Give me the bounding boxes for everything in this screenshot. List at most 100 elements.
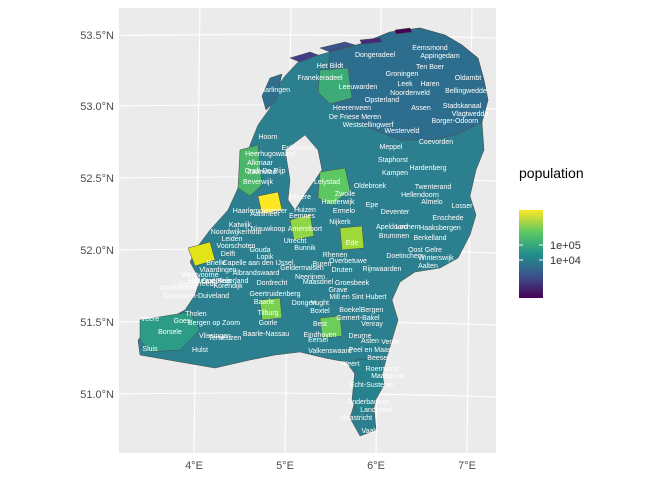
municipality-label: Heerhugowaard: [245, 151, 295, 158]
amsterdam-yellow: [257, 191, 283, 215]
municipality-label: Buren: [313, 261, 332, 268]
municipality-label: Ermelo: [333, 208, 355, 215]
municipality-label: Enschede: [432, 215, 463, 222]
municipality-label: De Friese Meren: [329, 114, 381, 121]
municipality-label: Groningen: [386, 71, 419, 78]
municipality-label: Winterswijk: [418, 255, 454, 262]
municipality-label: Brummen: [379, 233, 409, 240]
legend: population 1e+05 1e+04: [519, 165, 584, 298]
municipality-label: Asten: [361, 338, 379, 345]
municipality-label: Goedereede: [179, 281, 218, 288]
municipality-label: Haaksbergen: [419, 225, 461, 232]
municipality-label: Maastricht: [340, 415, 372, 422]
municipality-label: Groesbeek: [335, 280, 370, 287]
tilburg-green: [259, 297, 283, 321]
municipality-label: Eemsmond: [412, 45, 448, 52]
municipality-label: Amersfoort: [288, 226, 322, 233]
municipality-label: Bergen op Zoom: [188, 320, 240, 327]
y-tick-label: 52.0°N: [80, 245, 114, 257]
municipality-label: Geldermalsen: [280, 265, 324, 272]
municipality-label: Heerenveen: [333, 105, 371, 112]
municipality-label: Utrecht: [284, 238, 307, 245]
y-tick-label: 51.0°N: [80, 389, 114, 401]
municipality-label: Harlingen: [260, 87, 290, 94]
municipality-label: Beesel: [367, 355, 389, 362]
graticule-lat-51-0: [118, 392, 497, 398]
schiermonnikoog-island: [394, 27, 413, 35]
municipality-label: Epe: [366, 202, 379, 209]
rotterdam-yellow: [187, 241, 216, 267]
municipality-label: Haarlemmermeer: [233, 208, 288, 215]
municipality-label: Neerijnen: [295, 274, 325, 281]
municipality-label: Delft: [221, 251, 235, 258]
municipality-label: Hardenberg: [410, 165, 447, 172]
municipality-label: Doetinchem: [386, 253, 424, 260]
municipality-label: Venray: [361, 321, 383, 328]
municipality-label: Gemert-Bakel: [336, 315, 380, 322]
municipality-label: Rijnwaarden: [363, 266, 402, 273]
terschelling-island: [319, 41, 356, 53]
ede-green: [339, 225, 365, 251]
municipality-label: Sluis: [142, 346, 158, 353]
municipality-label: Goirle: [259, 320, 278, 327]
municipality-label: Almelo: [421, 199, 443, 206]
municipality-label: Borger-Odoorn: [432, 118, 479, 125]
municipality-label: Graft-De Rijp: [245, 168, 286, 175]
municipality-label: Meppel: [380, 144, 403, 151]
municipality-label: Deurne: [349, 333, 372, 340]
municipality-label: Noordenveld: [390, 90, 430, 97]
municipality-label: Goes: [174, 318, 191, 325]
municipality-label: Deventer: [381, 209, 410, 216]
municipality-label: Baarle-Nassau: [243, 331, 289, 338]
municipality-label: Vaals: [362, 428, 379, 435]
municipality-label: Lelystad: [314, 179, 340, 186]
utrecht-green: [289, 213, 315, 241]
y-tick-label: 53.5°N: [80, 30, 114, 42]
municipality-label: Hulst: [192, 347, 208, 354]
municipality-label: Zaanstad: [247, 169, 276, 176]
municipality-label: Voorschoten: [217, 243, 256, 250]
municipality-label: Oostflakkee: [160, 285, 197, 292]
municipality-label: Maasdriel: [303, 279, 334, 286]
municipality-label: Boekel: [339, 307, 361, 314]
municipality-label: Best: [313, 321, 327, 328]
municipality-label: Weert: [341, 361, 360, 368]
municipality-label: Oud-Beijerland: [202, 278, 249, 285]
x-tick-label: 4°E: [185, 460, 203, 472]
municipality-label: Overbetuwe: [329, 258, 367, 265]
municipality-label: Schouwen-Duiveland: [163, 293, 229, 300]
municipality-label: Brielle: [206, 260, 226, 267]
municipality-label: Bergen: [361, 307, 384, 314]
netherlands-map: [137, 27, 489, 437]
municipality-label: Enkhuizen: [282, 145, 315, 152]
municipality-label: Hellevoetsluis: [188, 278, 232, 285]
municipality-label: Albrandswaard: [233, 270, 280, 277]
holland-coast-green: [237, 144, 263, 197]
x-axis: 4°E 5°E 6°E 7°E: [185, 460, 476, 472]
municipality-label: Valkenswaard: [308, 348, 352, 355]
municipality-label: Onderbanken: [347, 399, 390, 406]
municipality-label: Aalten: [418, 263, 438, 270]
municipality-label: Baarle: [254, 299, 274, 306]
municipality-label: Terneuzen: [209, 335, 242, 342]
municipality-label: Eersel: [308, 337, 328, 344]
municipality-label: Capelle aan den IJssel: [223, 260, 294, 267]
municipality-label: Bunnik: [294, 245, 316, 252]
municipality-label: Oost Gelre: [408, 247, 442, 254]
municipality-label: Nijkerk: [329, 219, 351, 226]
municipality-label: Nieuwkoop: [251, 226, 286, 233]
municipality-label: Almere: [289, 194, 311, 201]
municipality-label: Opsterland: [365, 97, 399, 104]
municipality-label: Oldambt: [455, 75, 482, 82]
municipality-label: Ede: [346, 240, 359, 247]
limburg-region: [351, 357, 385, 421]
y-axis: 53.5°N 53.0°N 52.5°N 52.0°N 51.5°N 51.0°…: [80, 30, 114, 401]
municipality-label: Katwijk: [229, 222, 252, 229]
municipality-label: Grave: [328, 287, 347, 294]
municipality-label: Dongeradeel: [355, 52, 396, 59]
municipality-label: Aalsmeer: [250, 211, 280, 218]
municipality-label: Twenterand: [415, 184, 452, 191]
municipality-label: Appingedam: [420, 53, 459, 60]
y-tick-label: 52.5°N: [80, 173, 114, 185]
legend-label: 1e+05: [550, 240, 581, 252]
